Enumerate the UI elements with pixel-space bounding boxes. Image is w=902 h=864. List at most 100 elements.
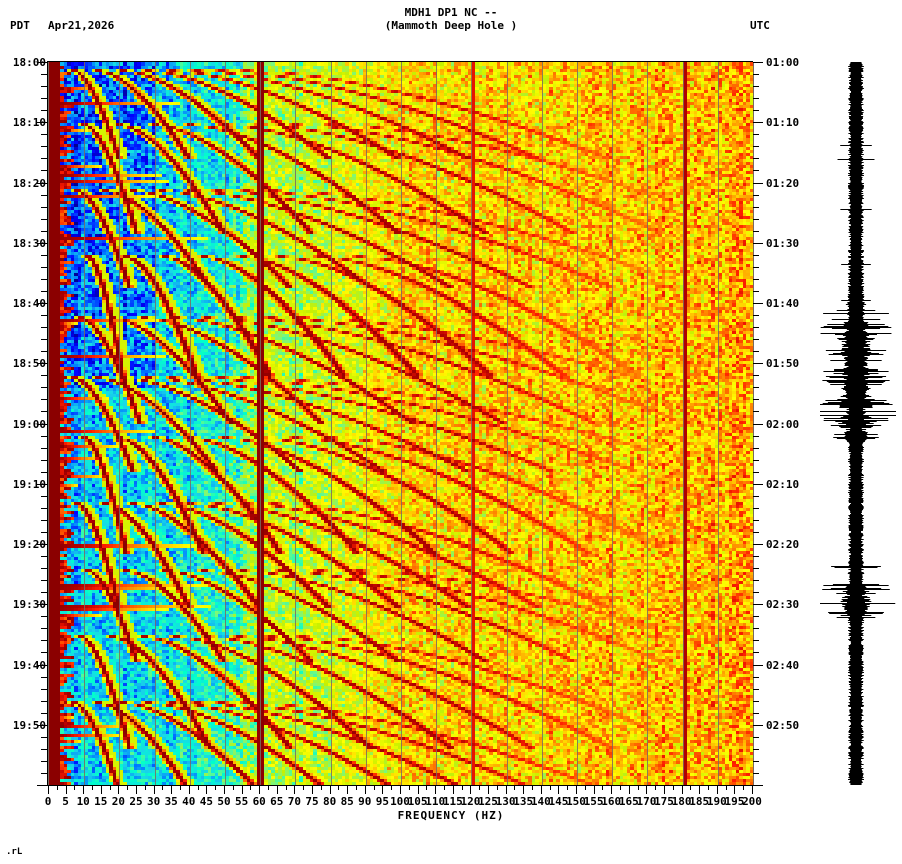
x-axis-tick [611, 785, 612, 794]
y-axis-tick-left [41, 411, 47, 412]
y-axis-tick-left [41, 134, 47, 135]
x-axis-tick [101, 785, 102, 794]
y-axis-tick-right [753, 472, 759, 473]
y-axis-tick-label-left: 18:20 [12, 176, 46, 190]
x-axis-tick-label: 185 [689, 795, 710, 808]
y-axis-tick-right [753, 520, 759, 521]
y-axis-tick-left [41, 761, 47, 762]
y-axis-tick-right [753, 74, 759, 75]
y-axis-tick-label-left: 18:50 [12, 357, 46, 371]
y-axis-tick-right [753, 183, 763, 184]
y-axis-tick-right [753, 399, 759, 400]
y-axis-tick-right [753, 616, 759, 617]
y-axis-tick-left [41, 399, 47, 400]
y-axis-tick-label-left: 18:40 [12, 297, 46, 310]
x-axis-tick [145, 785, 146, 790]
x-axis-tick [286, 785, 287, 790]
x-axis-tick [418, 785, 419, 794]
x-axis-tick-label: 125 [478, 795, 498, 808]
y-axis-tick-label-right: 01:30 [766, 236, 800, 250]
x-axis-tick [655, 785, 656, 790]
y-axis-tick-left [41, 231, 47, 232]
spectrogram-plot[interactable] [48, 62, 754, 785]
x-axis-tick-label: 25 [129, 795, 143, 808]
y-axis-tick-label-right: 02:20 [766, 538, 800, 551]
y-axis-tick-left [41, 773, 47, 774]
y-axis-tick-right [753, 628, 759, 629]
y-axis-tick-right [753, 773, 759, 774]
y-axis-tick-right [753, 387, 759, 388]
x-axis-tick-label: 170 [636, 795, 657, 808]
y-axis-tick-left [41, 568, 47, 569]
x-axis-tick [338, 785, 339, 790]
x-axis-tick [374, 785, 375, 790]
x-axis-tick [66, 785, 67, 794]
y-axis-tick-label-left: 19:20 [12, 538, 46, 551]
x-axis-tick [690, 785, 691, 790]
x-axis-tick [48, 785, 49, 794]
y-axis-tick-right [753, 219, 759, 220]
x-axis-tick [242, 785, 243, 794]
timezone-left-label: PDT [10, 19, 30, 32]
x-axis-tick [488, 785, 489, 794]
y-axis-tick-left [37, 785, 47, 786]
y-axis-tick-right [753, 749, 759, 750]
x-axis-tick-label: 45 [199, 795, 214, 808]
y-axis-tick-right [753, 640, 759, 641]
y-axis-tick-right [753, 484, 763, 485]
x-axis-tick-label: 85 [340, 795, 354, 808]
y-axis-tick-right [753, 231, 759, 232]
x-axis-tick [506, 785, 507, 794]
timezone-right-label: UTC [750, 19, 770, 32]
x-axis-title: FREQUENCY (HZ) [397, 809, 505, 822]
y-axis-tick-left [41, 146, 47, 147]
y-axis-tick-left [37, 122, 47, 123]
y-axis-tick-right [753, 411, 759, 412]
y-axis-tick-label-left: 18:10 [12, 116, 46, 130]
x-axis-tick [620, 785, 621, 790]
y-axis-tick-right [753, 363, 763, 364]
y-axis-tick-right [753, 604, 763, 605]
y-axis-tick-right [753, 424, 763, 425]
y-axis-tick-right [753, 255, 759, 256]
y-axis-tick-right [753, 98, 759, 99]
y-axis-tick-right [753, 327, 759, 328]
y-axis-tick-left [37, 363, 47, 364]
y-axis-tick-right [753, 713, 759, 714]
y-axis-tick-right [753, 737, 759, 738]
x-axis-tick [638, 785, 639, 790]
y-axis-tick-right [753, 701, 759, 702]
x-axis-tick [294, 785, 295, 794]
x-axis-tick-label: 100 [390, 795, 410, 808]
x-axis-tick-label: 105 [407, 795, 428, 808]
y-axis-tick-right [753, 146, 759, 147]
y-axis-tick-left [41, 207, 47, 208]
x-axis-tick [391, 785, 392, 790]
x-axis-tick [154, 785, 155, 794]
x-axis-tick [198, 785, 199, 790]
x-axis-tick [576, 785, 577, 794]
y-axis-tick-right [753, 689, 759, 690]
x-axis-tick [726, 785, 727, 790]
x-axis-tick-label: 80 [322, 795, 337, 808]
y-axis-tick-left [41, 737, 47, 738]
x-axis-tick [215, 785, 216, 790]
y-axis-tick-right [753, 652, 759, 653]
y-axis-tick-left [41, 472, 47, 473]
x-axis-tick [426, 785, 427, 790]
y-axis-tick-right [753, 677, 759, 678]
x-axis-tick-label: 130 [495, 795, 516, 808]
y-axis-tick-label-left: 19:50 [12, 718, 46, 732]
x-axis-tick [699, 785, 700, 794]
x-axis-tick-label: 30 [146, 795, 161, 808]
x-axis-tick [734, 785, 735, 794]
y-axis-tick-right [753, 315, 759, 316]
x-axis-tick [268, 785, 269, 790]
y-axis-tick-right [753, 303, 763, 304]
y-axis-tick-left [41, 496, 47, 497]
x-axis-tick [541, 785, 542, 794]
y-axis-tick-label-left: 19:40 [12, 658, 46, 672]
x-axis-tick [567, 785, 568, 790]
x-axis-tick [682, 785, 683, 794]
